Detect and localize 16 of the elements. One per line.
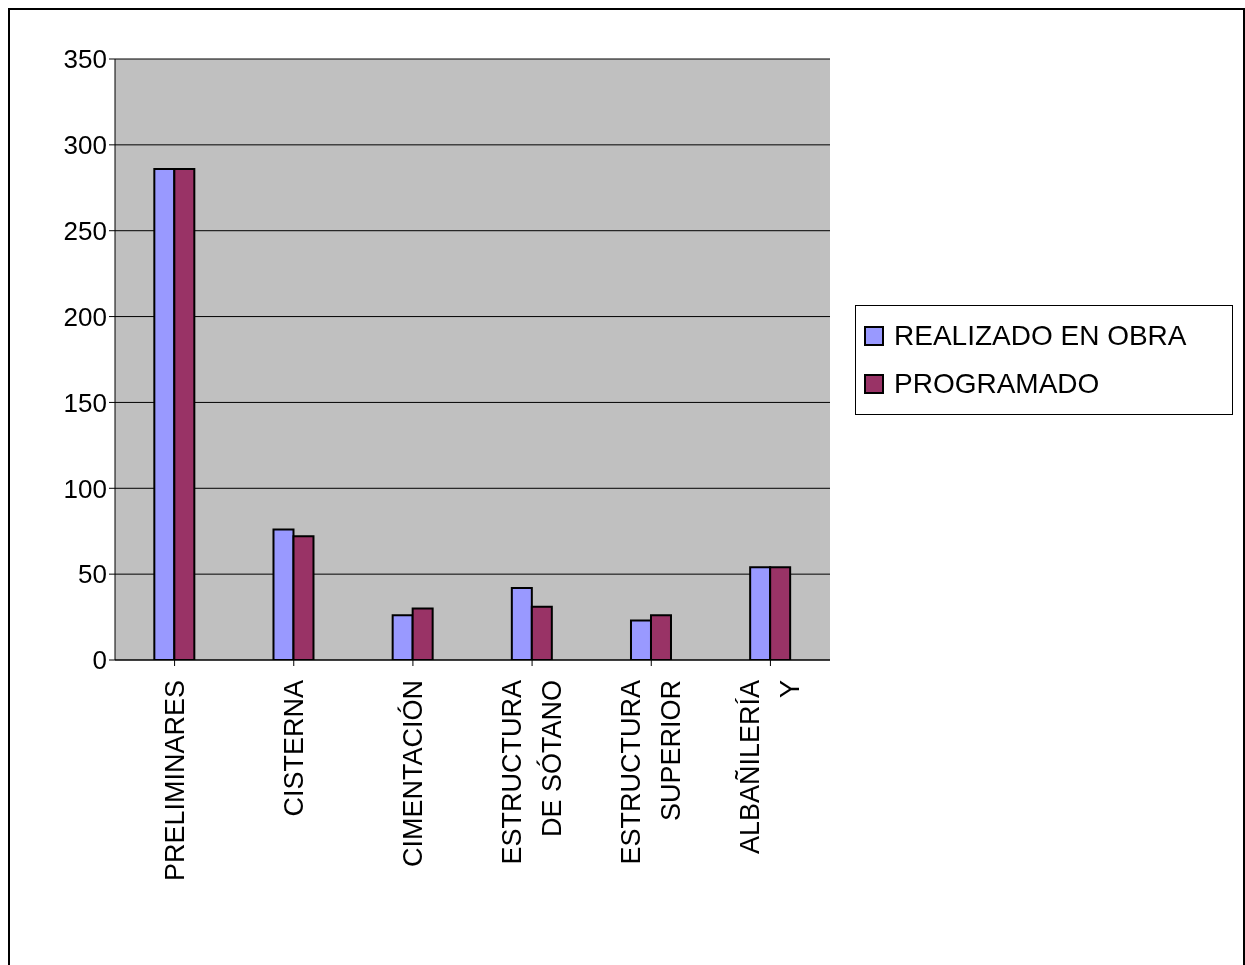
- y-tick-label: 200: [63, 301, 107, 332]
- legend-label: PROGRAMADO: [894, 368, 1100, 400]
- x-tick-label: PRELIMINARES: [159, 680, 190, 882]
- x-tick-label: CIMENTACIÓN: [396, 680, 428, 867]
- legend-label: REALIZADO EN OBRA: [894, 320, 1187, 352]
- x-tick-label: ALBAÑILERÍA Y: [734, 680, 806, 855]
- y-tick-label: 350: [63, 44, 107, 75]
- x-tick-label: ESTRUCTURA DE SÓTANO: [497, 680, 568, 865]
- y-tick-label: 100: [63, 473, 107, 504]
- x-tick-label: ESTRUCTURA SUPERIOR: [616, 680, 687, 865]
- y-tick-label: 50: [78, 559, 107, 590]
- y-tick-label: 300: [63, 130, 107, 161]
- x-tick-label: CISTERNA: [278, 680, 309, 817]
- y-tick-label: 250: [63, 215, 107, 246]
- y-tick-label: 150: [63, 387, 107, 418]
- y-tick-label: 0: [92, 645, 107, 676]
